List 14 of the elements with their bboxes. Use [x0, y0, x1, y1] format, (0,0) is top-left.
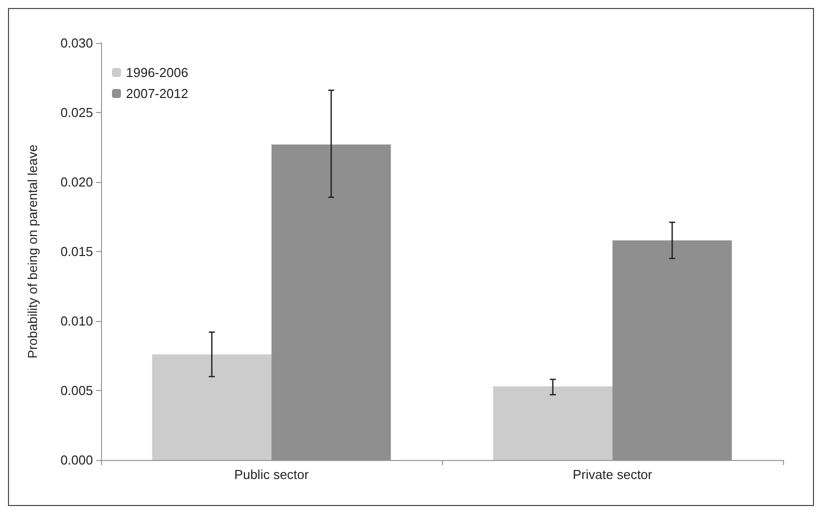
y-tick-label: 0.030	[60, 36, 93, 50]
legend-label: 1996-2006	[126, 65, 188, 80]
y-tick-label: 0.000	[60, 452, 93, 468]
y-tick-label: 0.015	[60, 244, 93, 259]
legend-label: 2007-2012	[126, 86, 188, 101]
bar	[493, 386, 612, 460]
x-tick-label: Private sector	[572, 467, 653, 482]
y-tick-label: 0.005	[60, 383, 93, 398]
y-tick-label: 0.010	[60, 314, 93, 328]
y-tick-label: 0.020	[60, 174, 93, 190]
bar	[152, 354, 272, 460]
y-axis-title: Probability of being on parental leave	[25, 144, 40, 358]
y-tick-label: 0.025	[60, 105, 93, 120]
x-tick-label: Public sector	[234, 467, 310, 482]
